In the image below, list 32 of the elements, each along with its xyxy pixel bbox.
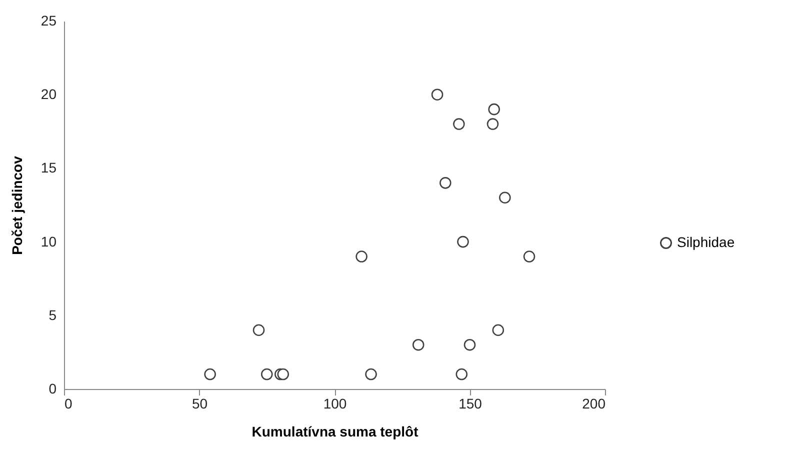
point: [440, 177, 452, 189]
x-axis-title: Kumulatívna suma teplôt: [252, 424, 419, 440]
point: [456, 368, 468, 380]
x-tick-label: 100: [323, 396, 347, 412]
x-tick-label: 0: [64, 396, 72, 412]
point: [486, 118, 499, 130]
y-tick-label: 5: [48, 306, 57, 323]
point: [431, 88, 444, 100]
y-tick-label: 0: [48, 380, 57, 396]
point: [492, 324, 504, 336]
x-tick-label: 150: [458, 396, 482, 412]
point: [365, 368, 377, 380]
point: [204, 368, 216, 380]
point: [412, 338, 424, 351]
point: [488, 103, 500, 116]
y-tick-label: 20: [40, 86, 57, 102]
point: [523, 250, 536, 262]
x-tick-label: 50: [192, 396, 208, 412]
point: [356, 250, 368, 262]
point: [252, 324, 265, 336]
x-tick-label: 200: [582, 396, 606, 412]
point: [464, 338, 476, 351]
point: [457, 236, 469, 248]
y-axis-title: Počet jedincov: [8, 156, 25, 255]
y-tick-label: 10: [40, 233, 57, 250]
y-tick-label: 15: [40, 160, 57, 176]
point: [277, 368, 289, 380]
legend-label: Silphidae: [677, 234, 735, 250]
point: [453, 118, 465, 130]
y-tick-label: 25: [40, 12, 57, 28]
point: [499, 192, 511, 204]
point: [260, 368, 273, 380]
